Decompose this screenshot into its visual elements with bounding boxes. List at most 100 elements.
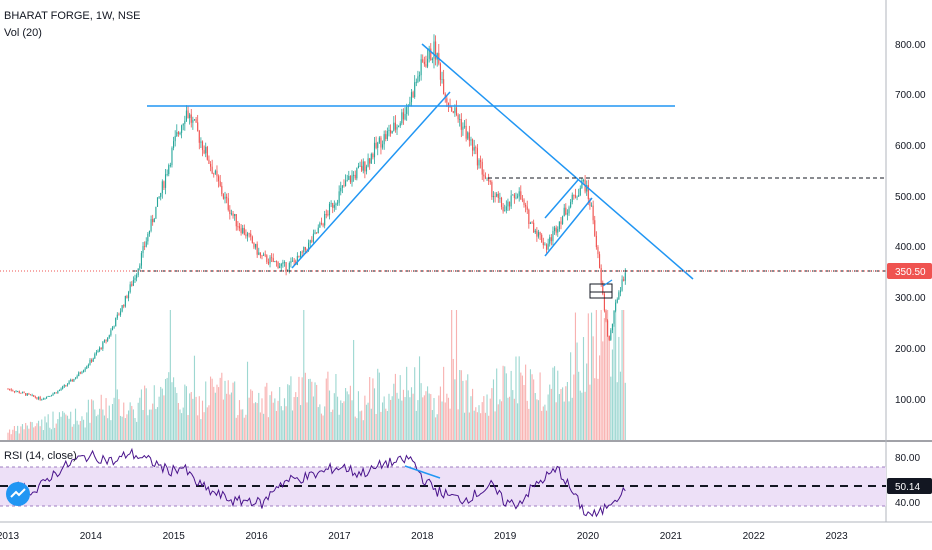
candle-body <box>177 132 179 134</box>
price-tick: 300.00 <box>895 293 926 304</box>
volume-bar <box>147 415 149 440</box>
candle-body <box>581 180 583 188</box>
rsi-trendline[interactable] <box>404 465 441 479</box>
volume-bar <box>550 388 552 440</box>
rsi-legend[interactable]: RSI (14, close) <box>4 450 77 462</box>
volume-bar <box>37 420 40 440</box>
volume-bar <box>160 386 162 440</box>
time-label: 2019 <box>494 531 517 542</box>
volume-bar <box>361 410 363 440</box>
candle-body <box>536 230 538 237</box>
candle-body <box>449 106 451 108</box>
small-trend-arrow[interactable] <box>602 279 613 287</box>
candle-body <box>271 257 273 259</box>
candle-body <box>491 182 493 198</box>
volume-bar <box>611 349 613 440</box>
volume-bar <box>205 381 207 440</box>
candle-body <box>402 112 405 120</box>
volume-bar <box>65 414 67 440</box>
candle-body <box>168 165 170 175</box>
candle-body <box>195 119 197 123</box>
volume-bar <box>594 378 596 440</box>
volume-bar <box>354 416 356 440</box>
candle-body <box>134 278 136 280</box>
candle-body <box>189 114 191 119</box>
volume-bar <box>256 403 258 440</box>
volume-bar <box>26 425 28 440</box>
volume-bar <box>496 368 498 440</box>
volume-bar <box>526 400 528 440</box>
volume-bar <box>118 399 120 440</box>
symbol-legend[interactable]: BHARAT FORGE, 1W, NSE <box>4 10 141 22</box>
candle-body <box>248 233 250 235</box>
candle-body <box>480 160 482 162</box>
volume-bar <box>438 395 440 440</box>
tradingview-logo-icon[interactable] <box>6 482 30 506</box>
ascending-trendline[interactable] <box>291 91 451 269</box>
candle-body <box>537 232 540 237</box>
volume-bar <box>254 402 257 440</box>
candle-body <box>192 120 194 123</box>
candle-body <box>97 350 99 353</box>
volume-bar <box>107 418 109 440</box>
volume-bar <box>610 376 612 440</box>
volume-bar <box>192 398 194 440</box>
candle-body <box>185 110 187 121</box>
volume-bar <box>539 372 541 440</box>
volume-bar <box>592 336 594 440</box>
volume-bar <box>238 400 241 440</box>
candle-body <box>383 134 385 145</box>
rsi-axis[interactable]: 80.00 40.00 <box>895 453 920 509</box>
time-label: 2018 <box>411 531 434 542</box>
candle-body <box>311 240 313 242</box>
candle-body <box>274 261 276 263</box>
candle-body <box>373 142 376 158</box>
volume-bar <box>156 407 159 440</box>
volume-bar <box>129 402 131 440</box>
volume-bar <box>571 397 573 440</box>
drawing-tools[interactable] <box>0 43 886 479</box>
volume-bar <box>99 408 101 440</box>
candle-body <box>508 201 511 207</box>
candle-body <box>181 125 183 133</box>
candle-body <box>152 219 154 223</box>
candle-body <box>15 391 17 393</box>
channel-lower-line[interactable] <box>544 197 593 257</box>
volume-bar <box>478 405 480 440</box>
candle-body <box>560 221 562 224</box>
box-annotation[interactable] <box>589 283 613 299</box>
candle-body <box>359 165 361 167</box>
candle-body <box>250 233 252 237</box>
volume-bar <box>364 395 366 440</box>
volume-bar <box>562 387 564 440</box>
candle-body <box>484 176 486 179</box>
candle-body <box>338 191 340 203</box>
volume-bar <box>66 415 69 440</box>
volume-bar <box>332 409 334 440</box>
volume-bar <box>602 341 604 440</box>
candle-body <box>443 79 445 95</box>
volume-bar <box>491 388 493 440</box>
volume-bar <box>510 370 512 440</box>
candle-body <box>409 102 411 106</box>
candle-body <box>364 161 366 172</box>
candle-body <box>423 61 425 65</box>
candle-body <box>150 219 152 231</box>
candle-body <box>89 359 91 365</box>
volume-bar <box>295 392 297 440</box>
candle-body <box>574 195 577 198</box>
volume-bar <box>536 399 538 440</box>
price-axis[interactable]: 800.00 700.00 600.00 500.00 400.00 300.0… <box>895 40 926 406</box>
candle-body <box>110 330 112 336</box>
volume-bar <box>274 398 276 440</box>
channel-upper-line[interactable] <box>544 179 579 219</box>
time-axis[interactable]: 2013 2014 2015 2016 2017 2018 2019 2020 2021 2022… <box>0 531 848 542</box>
descending-trendline[interactable] <box>421 43 694 280</box>
rsi-tick: 80.00 <box>895 453 920 464</box>
volume-legend[interactable]: Vol (20) <box>4 27 42 39</box>
volume-bar <box>142 409 144 440</box>
rsi-value-badge <box>887 478 932 494</box>
price-pane[interactable] <box>0 0 886 440</box>
candle-body <box>20 393 22 394</box>
